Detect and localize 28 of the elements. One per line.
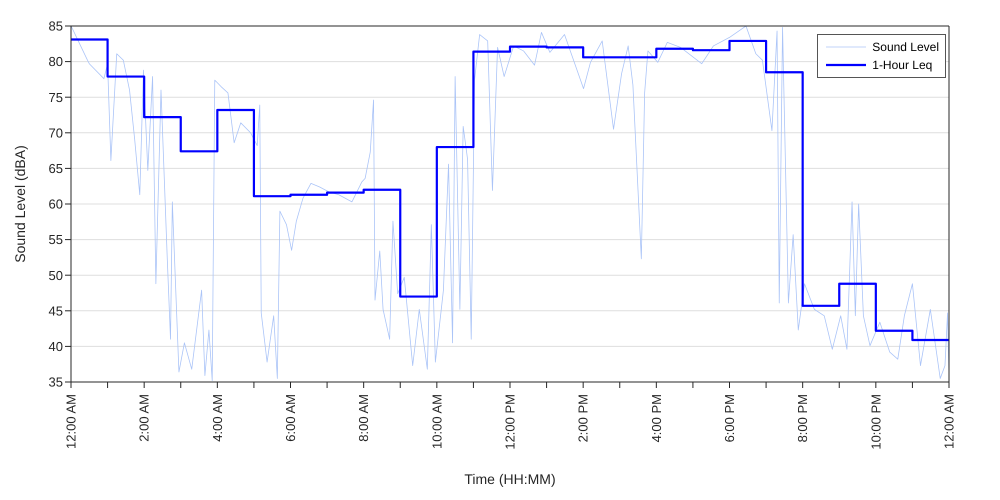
y-tick-label: 60 bbox=[48, 196, 63, 212]
x-tick-label: 6:00 AM bbox=[283, 394, 298, 442]
legend-label: 1-Hour Leq bbox=[872, 58, 932, 72]
x-tick-label: 10:00 PM bbox=[868, 394, 884, 450]
legend-label: Sound Level bbox=[872, 40, 939, 54]
y-tick-label: 50 bbox=[48, 268, 63, 283]
y-tick-label: 70 bbox=[48, 125, 63, 140]
x-tick-label: 10:00 AM bbox=[429, 394, 444, 449]
x-tick-label: 4:00 PM bbox=[648, 394, 664, 442]
y-axis-title: Sound Level (dBA) bbox=[12, 145, 28, 263]
y-tick-label: 80 bbox=[48, 54, 63, 70]
y-tick-label: 75 bbox=[48, 90, 63, 105]
y-tick-label: 55 bbox=[48, 232, 63, 248]
x-tick-label: 12:00 AM bbox=[64, 394, 78, 449]
y-tick-label: 45 bbox=[48, 303, 63, 318]
y-tick-label: 40 bbox=[48, 339, 63, 354]
x-tick-label: 6:00 PM bbox=[722, 394, 737, 442]
x-axis-title: Time (HH:MM) bbox=[464, 471, 556, 487]
y-tick-label: 35 bbox=[48, 374, 63, 390]
y-tick-label: 65 bbox=[48, 161, 63, 176]
x-tick-label: 8:00 PM bbox=[795, 394, 810, 442]
x-tick-label: 12:00 PM bbox=[502, 394, 518, 450]
y-tick-label: 85 bbox=[48, 18, 63, 34]
x-tick-label: 8:00 AM bbox=[356, 394, 372, 442]
x-tick-label: 2:00 PM bbox=[576, 394, 591, 442]
x-tick-label: 2:00 AM bbox=[136, 394, 152, 442]
x-tick-label: 12:00 AM bbox=[942, 394, 956, 449]
x-tick-label: 4:00 AM bbox=[210, 394, 225, 442]
